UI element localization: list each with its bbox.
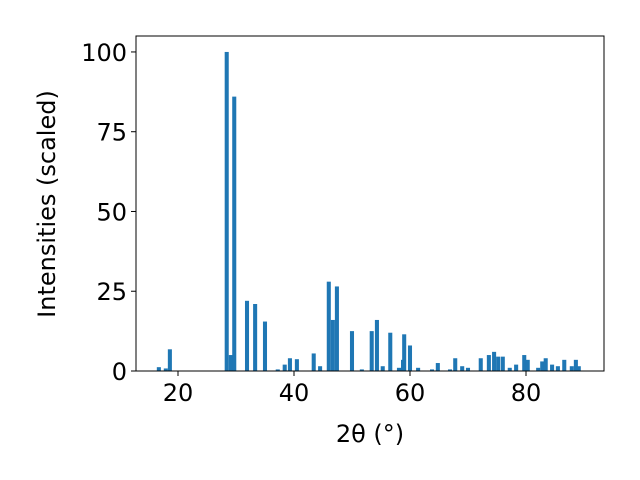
bar bbox=[447, 369, 453, 371]
bar bbox=[496, 356, 501, 371]
bar bbox=[562, 359, 567, 371]
bar bbox=[294, 359, 299, 371]
bar bbox=[543, 358, 548, 371]
bar bbox=[330, 319, 335, 371]
bar bbox=[465, 367, 471, 371]
bar bbox=[460, 366, 465, 371]
x-tick-label: 20 bbox=[163, 379, 194, 407]
bar bbox=[514, 364, 519, 371]
bar bbox=[416, 367, 421, 371]
bar bbox=[244, 300, 250, 371]
bar bbox=[334, 286, 339, 371]
bar bbox=[253, 304, 258, 371]
bar bbox=[525, 359, 530, 371]
bar bbox=[569, 366, 574, 371]
bar bbox=[262, 321, 268, 371]
bar bbox=[540, 361, 545, 371]
bar bbox=[478, 358, 483, 371]
bar bbox=[167, 349, 172, 371]
bar bbox=[555, 366, 560, 371]
bar bbox=[407, 345, 413, 371]
bar bbox=[228, 355, 233, 371]
bar bbox=[326, 281, 331, 371]
bar bbox=[369, 331, 374, 371]
bar bbox=[318, 366, 323, 371]
y-tick-label: 0 bbox=[112, 358, 127, 386]
bar bbox=[492, 351, 497, 371]
bar bbox=[500, 356, 505, 371]
bar bbox=[374, 319, 379, 371]
bar bbox=[453, 358, 458, 371]
y-axis-label: Intensities (scaled) bbox=[33, 90, 61, 318]
y-tick-label: 75 bbox=[96, 119, 127, 147]
bar bbox=[163, 368, 168, 371]
bar bbox=[573, 359, 578, 371]
bar bbox=[576, 366, 581, 371]
bar bbox=[380, 366, 385, 371]
bar bbox=[275, 369, 280, 371]
bar bbox=[232, 96, 237, 371]
bar bbox=[224, 51, 229, 371]
bar bbox=[507, 367, 512, 371]
x-tick-label: 40 bbox=[279, 379, 310, 407]
x-tick-label: 60 bbox=[395, 379, 426, 407]
bar bbox=[311, 353, 316, 371]
bar bbox=[550, 364, 555, 371]
bar bbox=[396, 367, 402, 371]
y-tick-label: 25 bbox=[96, 278, 127, 306]
plot-frame bbox=[135, 35, 605, 372]
x-axis-label: 2θ (°) bbox=[336, 420, 404, 448]
bar bbox=[402, 334, 407, 371]
bar bbox=[349, 331, 355, 371]
bar bbox=[522, 355, 527, 371]
bar bbox=[536, 367, 541, 371]
bar bbox=[486, 355, 491, 371]
bar bbox=[435, 363, 440, 371]
bar bbox=[430, 369, 435, 371]
bar bbox=[287, 358, 292, 371]
y-tick-label: 50 bbox=[96, 198, 127, 226]
bar bbox=[359, 369, 364, 371]
bar bbox=[388, 332, 393, 371]
y-tick-label: 100 bbox=[81, 39, 127, 67]
bar bbox=[156, 367, 161, 371]
x-tick-label: 80 bbox=[511, 379, 542, 407]
bar bbox=[282, 364, 287, 371]
